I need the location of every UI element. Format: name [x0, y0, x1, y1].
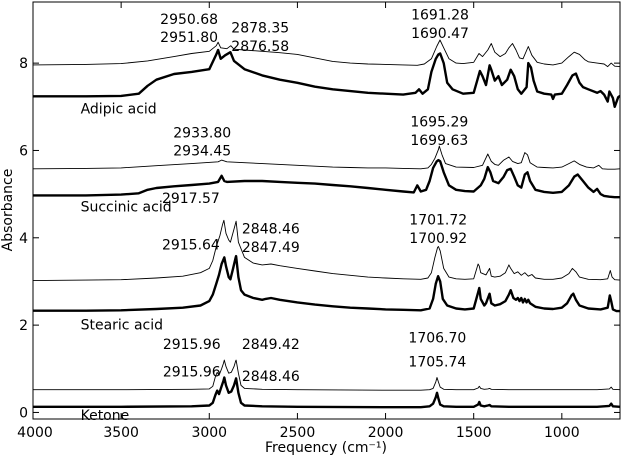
spectrum-line-ketone-thin [33, 359, 620, 391]
x-tick-label: 4000 [17, 425, 53, 441]
peak-annotation: 2848.46 [242, 221, 300, 237]
x-tick-label: 1000 [544, 425, 580, 441]
x-axis-label: Frequency (cm⁻¹) [265, 440, 387, 456]
peak-annotation: 2915.64 [162, 238, 220, 254]
peak-annotation: 1705.74 [408, 355, 466, 371]
x-tick-label: 1500 [456, 425, 492, 441]
axes: 4000 3500 3000 2500 2000 1500 1000 0 2 4 6 8 [17, 2, 620, 441]
peak-annotation: 2933.80 [173, 125, 231, 141]
spectrum-line-ketone-thick [33, 376, 620, 409]
peak-annotation: 2848.46 [242, 369, 300, 385]
peak-annotation: 1701.72 [409, 213, 467, 229]
plot-frame [32, 1, 621, 420]
peak-annotation: 2849.42 [242, 337, 300, 353]
y-tick-label: 4 [19, 231, 28, 247]
peak-annotation: 2915.96 [163, 365, 221, 381]
peak-annotation: 2878.35 [231, 21, 289, 37]
peak-annotation: 2934.45 [173, 144, 231, 160]
y-tick-label: 8 [19, 56, 28, 72]
sample-label: Ketone [81, 408, 130, 424]
peak-annotation: 2847.49 [242, 240, 300, 256]
spectrum-line-adipic-acid-thin [33, 39, 620, 68]
peak-annotation: 1690.47 [411, 26, 469, 42]
spectrum-line-stearic-acid-thin [33, 219, 620, 282]
peak-annotation: 1695.29 [410, 114, 468, 130]
sample-label: Succinic acid [81, 200, 172, 216]
peak-annotation: 1699.63 [410, 133, 468, 149]
peak-annotation: 2951.80 [160, 30, 218, 46]
peak-annotation: 1700.92 [409, 231, 467, 247]
peak-annotation: 2915.96 [163, 337, 221, 353]
annotations: 2950.68 2951.80 2878.35 2876.58 1691.28 1690.… [81, 7, 469, 423]
peak-annotation: 1691.28 [411, 7, 469, 23]
x-tick-label: 2500 [280, 425, 316, 441]
x-tick-label: 3000 [191, 425, 227, 441]
peak-annotation: 1706.70 [408, 331, 466, 347]
peak-annotation: 2876.58 [231, 39, 289, 55]
spectrum-line-succinic-acid-thick [33, 158, 620, 199]
sample-label: Stearic acid [81, 317, 163, 333]
y-tick-label: 0 [19, 405, 28, 421]
peak-annotation: 2950.68 [160, 12, 218, 28]
y-tick-label: 6 [19, 143, 28, 159]
y-tick-label: 2 [19, 318, 28, 334]
spectrum-line-succinic-acid-thin [33, 145, 620, 170]
spectrum-line-stearic-acid-thick [33, 254, 620, 313]
x-tick-label: 2000 [368, 425, 404, 441]
spectrum-line-adipic-acid-thick [33, 48, 620, 108]
sample-label: Adipic acid [81, 101, 157, 117]
peak-annotation: 2917.57 [162, 191, 220, 207]
y-axis-label: Absorbance [0, 169, 16, 252]
spectra-lines [33, 39, 620, 409]
x-tick-label: 3500 [103, 425, 139, 441]
